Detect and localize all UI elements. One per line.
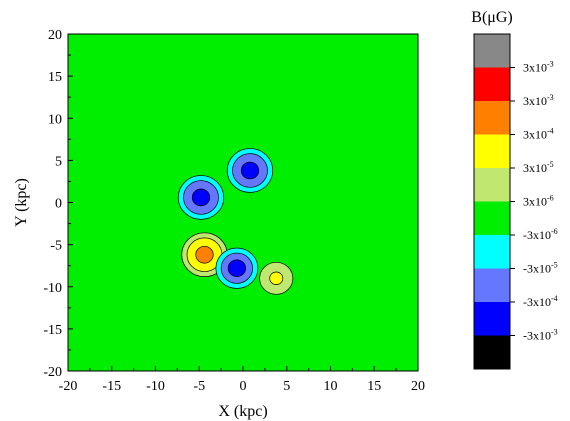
plot-background <box>68 34 418 371</box>
y-tick-label: 0 <box>55 197 62 212</box>
colorbar-label-base: -3x10 <box>523 262 551 276</box>
colorbar-label-exponent: -6 <box>547 194 554 203</box>
y-tick-label: 10 <box>48 112 62 127</box>
colorbar-title: B(μG) <box>471 9 512 26</box>
colorbar-label-exponent: -3 <box>547 60 554 69</box>
colorbar-labels: 3x10-33x10-33x10-43x10-53x10-6-3x10-6-3x… <box>510 60 558 343</box>
colorbar-label: -3x10-3 <box>523 328 558 343</box>
negative-source-d <box>216 248 258 288</box>
colorbar-swatch <box>474 135 510 169</box>
negative-source-b-ring-3 <box>192 189 210 206</box>
colorbar-label: -3x10-5 <box>523 261 558 276</box>
colorbar-label-exponent: -3 <box>547 93 554 102</box>
colorbar-label-base: -3x10 <box>523 329 551 343</box>
colorbar-swatches <box>474 34 510 369</box>
negative-source-d-ring-3 <box>228 260 246 277</box>
colorbar-label: -3x10-6 <box>523 227 558 242</box>
y-tick-label: -15 <box>43 323 62 338</box>
plot-area <box>68 34 418 371</box>
colorbar-label: 3x10-4 <box>523 127 554 142</box>
x-tick-label: 15 <box>367 379 381 394</box>
colorbar-label-base: 3x10 <box>523 128 547 142</box>
negative-source-a <box>227 149 273 193</box>
y-tick-label: 20 <box>48 28 62 43</box>
x-axis-title: X (kpc) <box>218 403 267 420</box>
colorbar-swatch <box>474 202 510 236</box>
y-axis-title: Y (kpc) <box>13 178 30 227</box>
colorbar-label-exponent: -5 <box>547 160 554 169</box>
colorbar-label: 3x10-6 <box>523 194 554 209</box>
x-tick-label: 0 <box>240 379 247 394</box>
colorbar-swatch <box>474 235 510 269</box>
y-tick-label: 15 <box>48 70 62 85</box>
colorbar-label-exponent: -3 <box>551 328 558 337</box>
colorbar-label-base: 3x10 <box>523 195 547 209</box>
colorbar-swatch <box>474 101 510 135</box>
colorbar-label-exponent: -6 <box>551 227 558 236</box>
colorbar-title-base: B( <box>471 9 487 26</box>
colorbar-label: 3x10-3 <box>523 93 554 108</box>
negative-source-a-ring-3 <box>241 162 259 179</box>
colorbar-swatch <box>474 302 510 336</box>
colorbar-label-base: -3x10 <box>523 228 551 242</box>
colorbar-label: 3x10-5 <box>523 160 554 175</box>
x-tick-label: -5 <box>193 379 205 394</box>
colorbar: B(μG) 3x10-33x10-33x10-43x10-53x10-6-3x1… <box>471 9 557 369</box>
negative-source-b <box>178 176 224 220</box>
positive-source-e-ring-2 <box>270 272 283 285</box>
y-tick-label: -20 <box>43 365 62 380</box>
colorbar-label-exponent: -4 <box>551 294 558 303</box>
colorbar-swatch <box>474 269 510 303</box>
colorbar-swatch <box>474 168 510 202</box>
colorbar-label-exponent: -5 <box>551 261 558 270</box>
x-tick-label: 20 <box>411 379 425 394</box>
y-tick-label: -10 <box>43 281 62 296</box>
colorbar-title-mu: μ <box>487 9 496 26</box>
colorbar-swatch <box>474 34 510 68</box>
colorbar-swatch <box>474 68 510 102</box>
x-tick-label: -20 <box>59 379 78 394</box>
colorbar-label-base: 3x10 <box>523 61 547 75</box>
colorbar-label-exponent: -4 <box>547 127 554 136</box>
colorbar-label-base: 3x10 <box>523 94 547 108</box>
y-tick-label: -5 <box>50 239 62 254</box>
positive-source-c-ring-3 <box>196 246 214 263</box>
x-tick-label: 10 <box>324 379 338 394</box>
colorbar-label-base: -3x10 <box>523 295 551 309</box>
x-tick-label: -15 <box>102 379 121 394</box>
x-tick-label: -10 <box>146 379 165 394</box>
colorbar-label-base: 3x10 <box>523 161 547 175</box>
colorbar-title-rest: G) <box>496 9 513 26</box>
colorbar-swatch <box>474 336 510 370</box>
colorbar-label: -3x10-4 <box>523 294 558 309</box>
positive-source-e <box>260 262 293 294</box>
colorbar-label: 3x10-3 <box>523 60 554 75</box>
x-tick-label: 5 <box>283 379 290 394</box>
y-tick-label: 5 <box>55 154 62 169</box>
